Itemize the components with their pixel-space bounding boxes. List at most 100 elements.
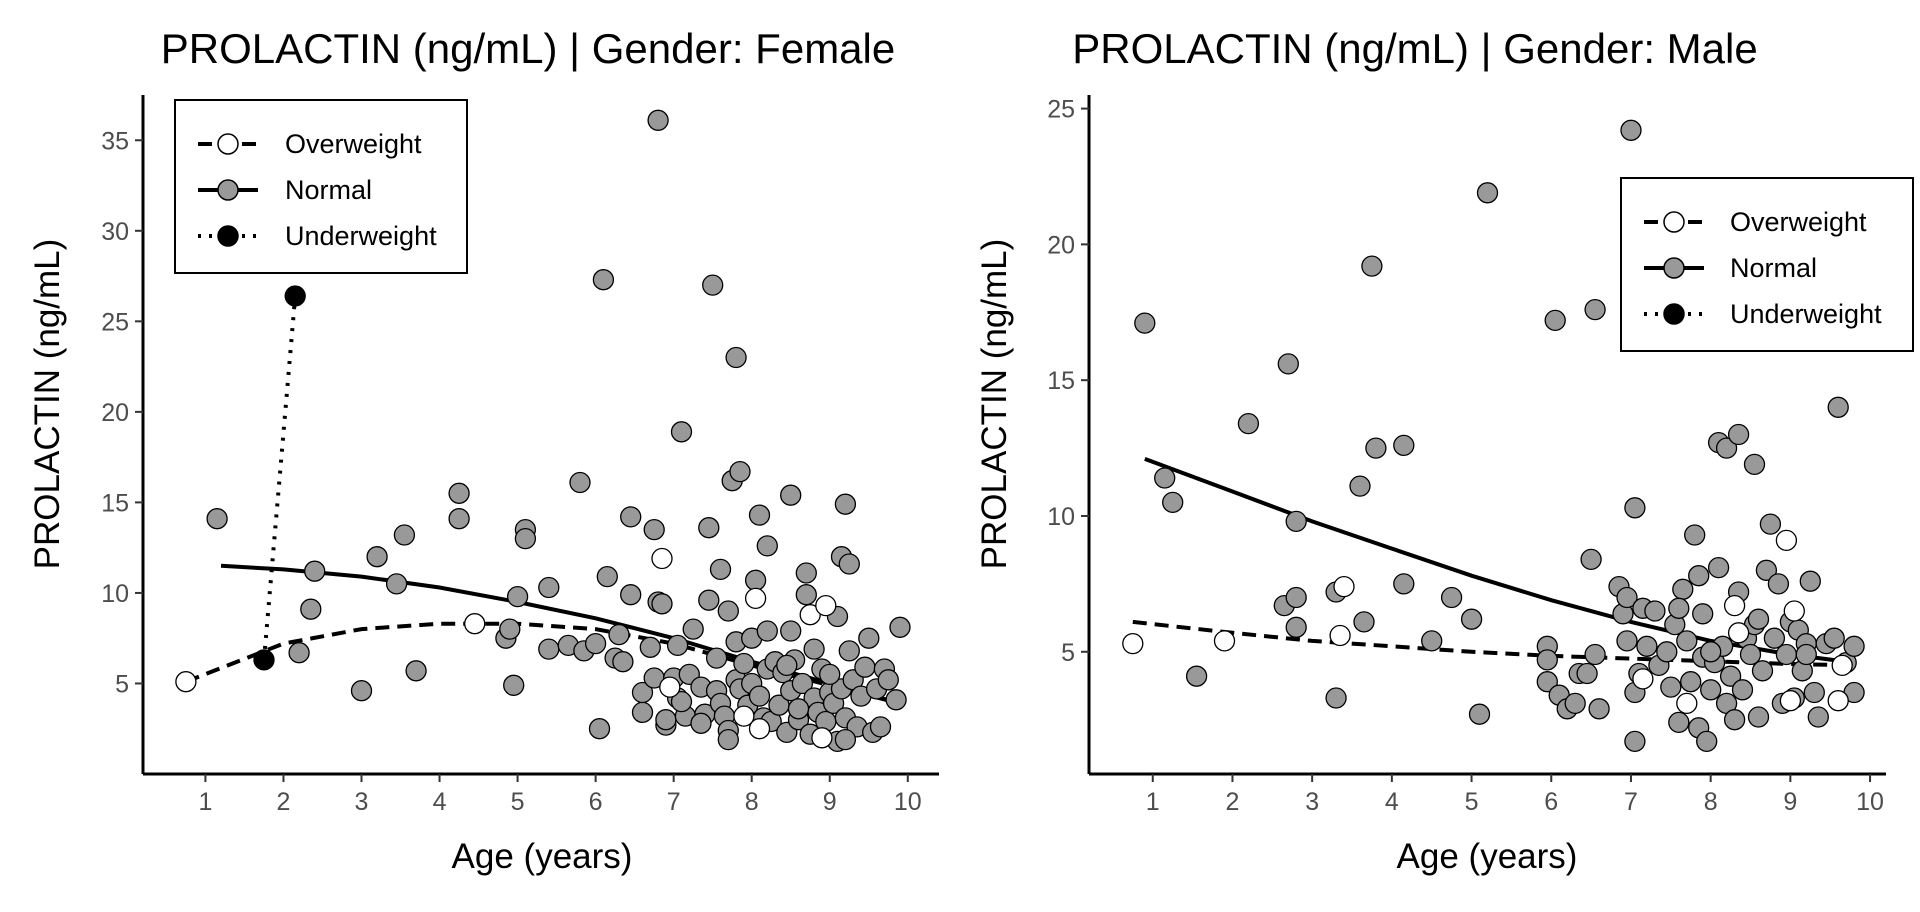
point-normal — [608, 623, 630, 646]
point-normal — [756, 620, 778, 642]
point-normal — [1544, 309, 1566, 332]
point-normal — [1680, 671, 1702, 693]
legend-item-normal-male: Normal — [1644, 253, 1817, 283]
point-normal — [1700, 679, 1722, 701]
point-normal — [803, 638, 825, 660]
point-normal — [1807, 706, 1829, 728]
legend-label-underweight: Underweight — [1730, 299, 1882, 329]
point-normal — [787, 698, 810, 720]
point-normal — [791, 672, 814, 695]
x-tick-label: 10 — [1856, 788, 1884, 816]
x-axis-title-female: Age (years) — [452, 837, 633, 876]
point-normal — [631, 681, 654, 704]
point-overweight — [651, 547, 673, 570]
y-tick-label: 25 — [1047, 96, 1075, 124]
point-normal — [448, 508, 470, 530]
point-normal — [1707, 556, 1730, 579]
point-normal — [1656, 641, 1678, 663]
point-normal — [1421, 630, 1443, 652]
point-overweight — [1783, 600, 1805, 622]
x-tick-label: 4 — [433, 788, 447, 816]
point-normal — [1440, 586, 1463, 609]
chart-title-male: PROLACTIN (ng/mL) | Gender: Male — [1072, 25, 1757, 72]
point-normal — [1759, 513, 1782, 535]
point-normal — [514, 527, 537, 550]
point-normal — [1393, 573, 1415, 595]
y-tick-label: 15 — [101, 489, 129, 517]
point-overweight — [1775, 529, 1798, 552]
point-normal — [1237, 412, 1260, 435]
point-normal — [651, 593, 673, 615]
point-normal — [1361, 255, 1383, 277]
x-tick-label: 1 — [1146, 788, 1160, 816]
x-tick-label: 4 — [1385, 788, 1399, 816]
point-normal — [690, 712, 712, 734]
point-normal — [1476, 182, 1499, 204]
point-normal — [612, 651, 634, 673]
point-normal — [1584, 298, 1606, 321]
x-tick-label: 2 — [1226, 788, 1240, 816]
y-tick-label: 35 — [101, 127, 129, 155]
point-normal — [1162, 491, 1184, 514]
legend-item-normal: Normal — [198, 175, 372, 205]
point-normal — [596, 565, 618, 588]
x-tick-label: 3 — [1305, 788, 1319, 816]
point-normal — [588, 718, 611, 740]
legend-marker-normal — [1663, 257, 1685, 279]
point-normal — [1285, 586, 1307, 609]
x-tick-label: 8 — [745, 788, 759, 816]
point-normal — [1827, 396, 1849, 418]
point-normal — [592, 269, 615, 291]
point-normal — [795, 584, 817, 606]
x-tick-label: 8 — [1704, 788, 1718, 816]
point-normal — [1616, 630, 1638, 652]
point-overweight — [744, 587, 767, 610]
point-normal — [1185, 665, 1208, 687]
point-overweight — [1333, 575, 1355, 598]
y-tick-label: 10 — [101, 580, 129, 608]
point-normal — [1660, 676, 1682, 698]
point-normal — [729, 460, 751, 483]
x-tick-label: 6 — [589, 788, 603, 816]
legend-item-overweight: Overweight — [198, 129, 422, 159]
point-normal — [1468, 703, 1491, 725]
point-normal — [1696, 730, 1718, 753]
legend-female: Overweight Normal Underweight — [174, 99, 468, 274]
point-normal — [1624, 497, 1646, 519]
point-normal — [717, 728, 739, 751]
x-tick-label: 7 — [1624, 788, 1638, 816]
point-normal — [1684, 524, 1706, 546]
point-normal — [1285, 510, 1307, 533]
point-normal — [1747, 706, 1770, 728]
legend-marker-overweight — [1663, 211, 1685, 233]
point-normal — [1843, 635, 1865, 657]
point-normal — [1799, 570, 1821, 592]
point-normal — [1668, 711, 1690, 734]
point-overweight — [811, 727, 833, 749]
point-normal — [1751, 660, 1774, 682]
point-normal — [1134, 312, 1156, 334]
point-normal — [584, 632, 607, 655]
legend-male: Overweight Normal Underweight — [1620, 177, 1914, 352]
point-normal — [834, 493, 857, 515]
ticks-male: 1 2 3 4 5 6 7 8 9 10 5 10 15 20 25 — [1047, 96, 1884, 816]
point-normal — [1277, 353, 1299, 375]
point-normal — [1823, 627, 1845, 649]
point-overweight — [1723, 594, 1746, 617]
legend-marker-overweight — [217, 133, 239, 155]
point-normal — [733, 652, 755, 675]
point-normal — [1588, 698, 1610, 720]
point-normal — [780, 620, 802, 642]
point-normal — [819, 663, 841, 686]
y-tick-label: 5 — [1061, 639, 1075, 667]
points-female — [175, 109, 911, 753]
point-overweight — [1779, 690, 1802, 712]
point-normal — [393, 524, 416, 546]
point-normal — [1672, 578, 1694, 600]
point-normal — [666, 634, 689, 657]
point-normal — [858, 627, 880, 649]
point-normal — [1692, 603, 1714, 625]
point-normal — [670, 690, 693, 713]
point-overweight — [799, 604, 821, 626]
